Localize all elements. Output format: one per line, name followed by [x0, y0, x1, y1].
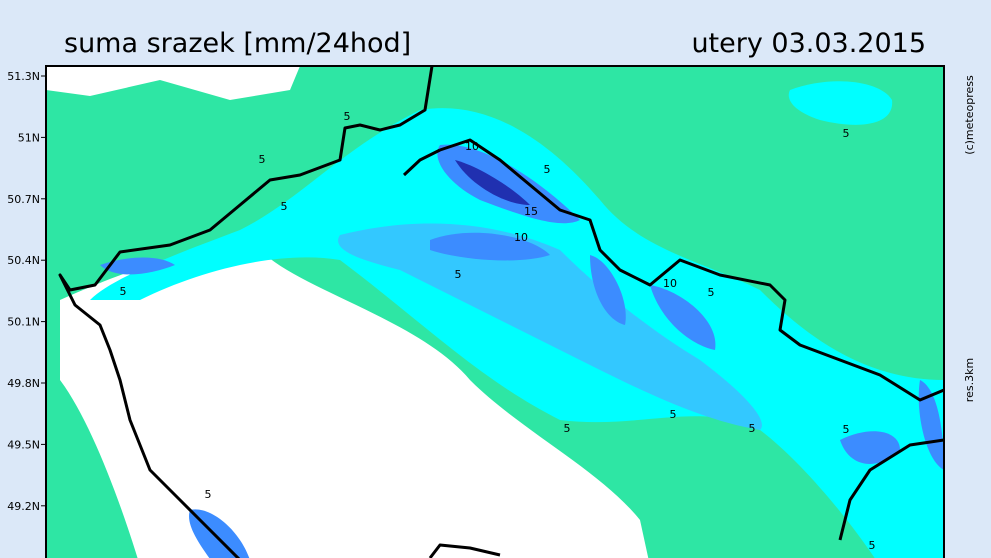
- field-blue: [918, 380, 944, 470]
- field-cyan: [788, 81, 893, 125]
- contour-label: 5: [281, 200, 288, 213]
- contour-label: 5: [455, 268, 462, 281]
- field-lightblue: [338, 223, 762, 430]
- field-blue: [650, 285, 716, 350]
- contour-label: 5: [205, 488, 212, 501]
- contour-label: 5: [120, 285, 127, 298]
- contour-label: 5: [708, 286, 715, 299]
- contour-label: 10: [663, 277, 677, 290]
- latitude-label: 50.1N: [7, 316, 40, 329]
- field-white: [46, 66, 300, 100]
- field-blue: [100, 257, 175, 275]
- contour-label: 15: [524, 205, 538, 218]
- latitude-label: 49.2N: [7, 500, 40, 513]
- contour-label: 5: [749, 422, 756, 435]
- contour-labels: 5 5 5 10 5 15 10 5 5 10 5 5 5 5 5 5 5 5: [120, 110, 876, 552]
- resolution: res.3km: [963, 358, 976, 402]
- latitude-label: 50.4N: [7, 254, 40, 267]
- border-line: [58, 66, 944, 558]
- precipitation-field: [46, 66, 944, 558]
- latitude-label: 51.3N: [7, 70, 40, 83]
- map-title: suma srazek [mm/24hod]: [64, 28, 411, 59]
- contour-label: 5: [843, 423, 850, 436]
- field-blue: [590, 255, 626, 325]
- contour-label: 5: [869, 539, 876, 552]
- field-blue: [437, 144, 580, 224]
- contour-label: 5: [544, 163, 551, 176]
- credit: (c)meteopress: [963, 75, 976, 155]
- latitude-label: 49.5N: [7, 438, 40, 451]
- latitude-label: 51N: [18, 131, 40, 144]
- latitude-label: 49.8N: [7, 377, 40, 390]
- field-blue: [189, 509, 250, 558]
- latitude-axis: 51.3N 51N 50.7N 50.4N 50.1N 49.8N 49.5N 49.2N: [7, 70, 46, 513]
- latitude-label: 50.7N: [7, 193, 40, 206]
- map-frame: [45, 65, 945, 558]
- field-blue: [430, 232, 550, 261]
- field-cyan: [90, 108, 944, 558]
- field-blue: [840, 431, 900, 464]
- contour-label: 5: [670, 408, 677, 421]
- field-white: [60, 247, 649, 558]
- map-date: utery 03.03.2015: [691, 28, 926, 59]
- contour-label: 5: [344, 110, 351, 123]
- field-darkblue: [455, 160, 530, 205]
- contour-label: 10: [514, 231, 528, 244]
- contour-label: 5: [259, 153, 266, 166]
- contour-label: 10: [465, 140, 479, 153]
- contour-label: 5: [564, 422, 571, 435]
- contour-label: 5: [843, 127, 850, 140]
